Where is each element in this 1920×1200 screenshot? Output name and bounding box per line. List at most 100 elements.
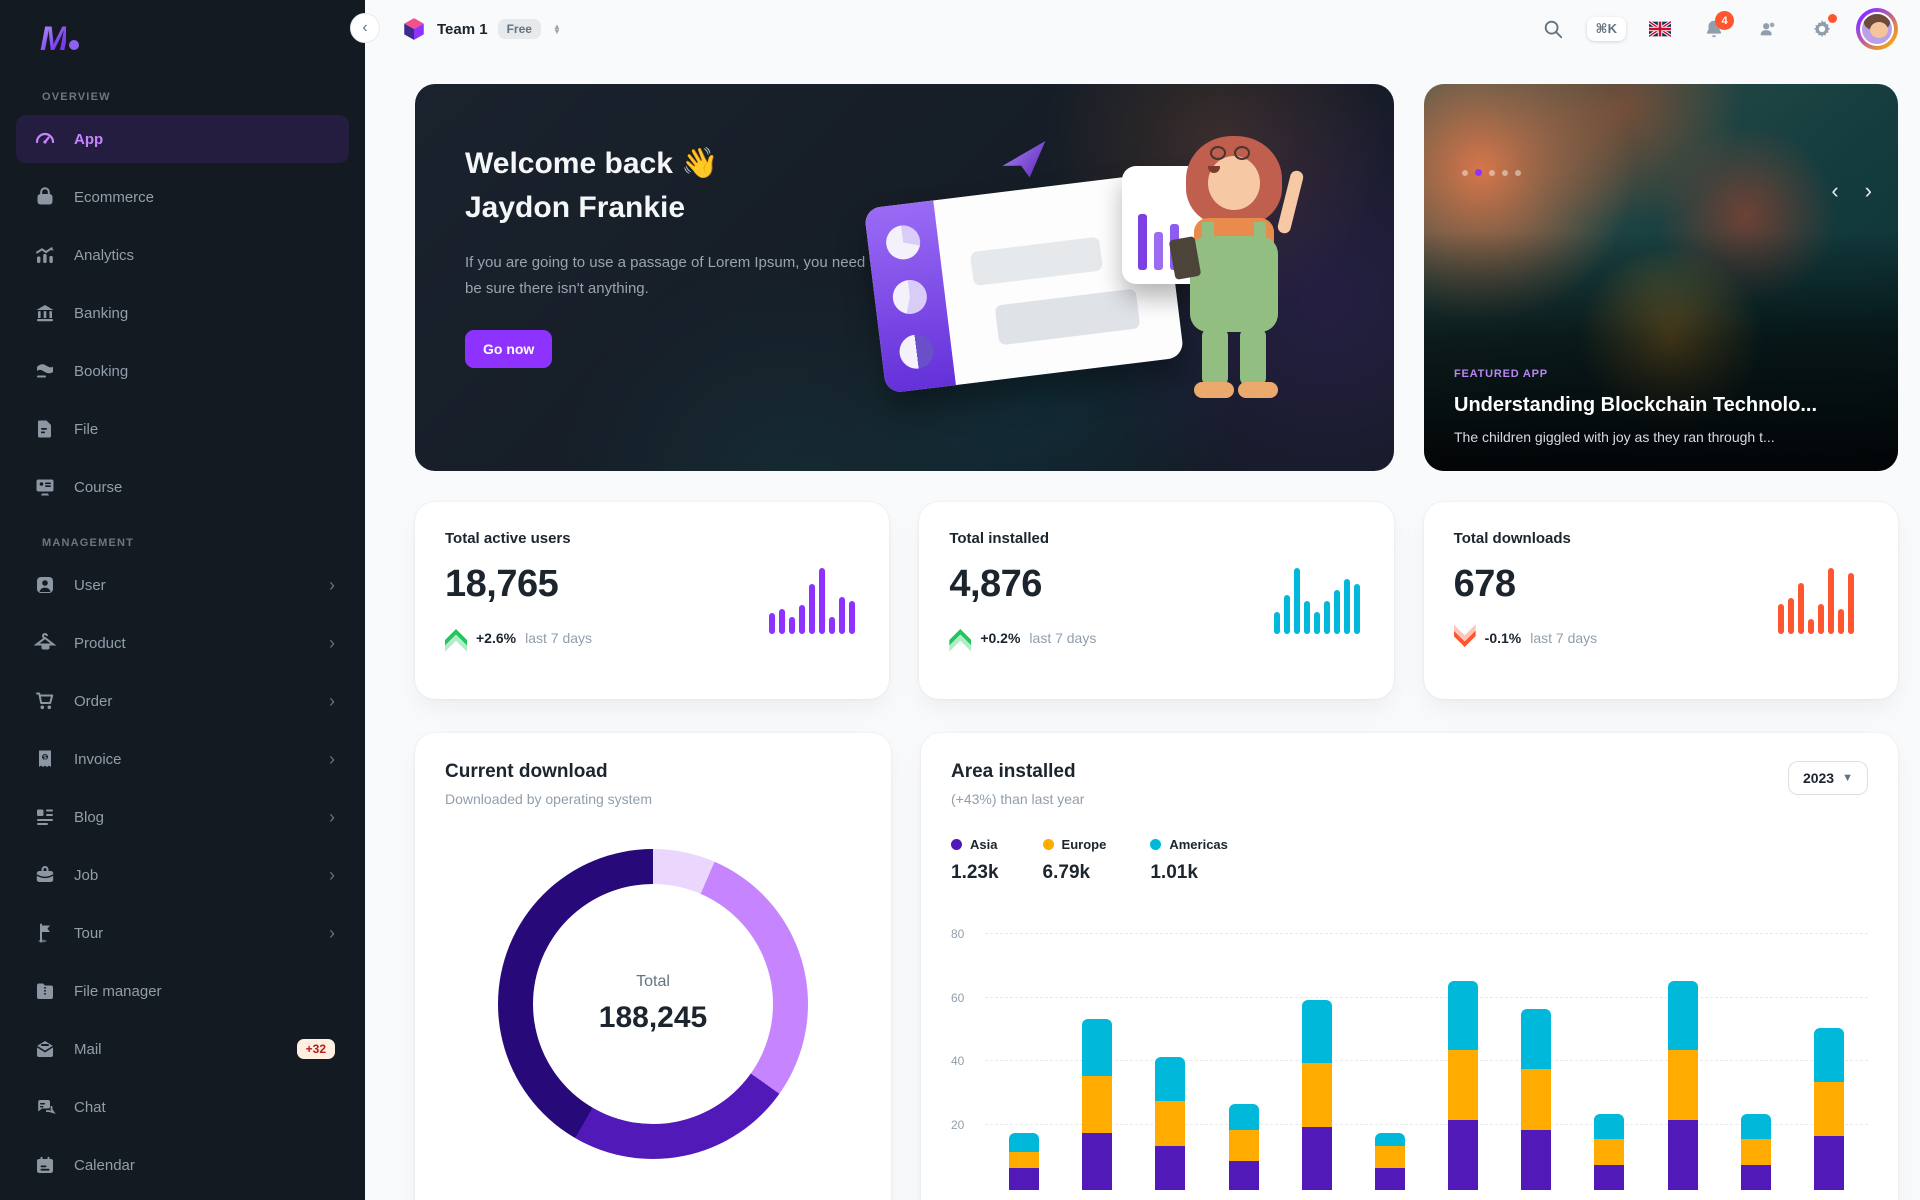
- legend-label: Europe: [1061, 837, 1107, 852]
- chevron-right-icon: ›: [329, 807, 335, 827]
- stacked-bar[interactable]: [1667, 980, 1698, 1190]
- sidebar-item-ecommerce[interactable]: Ecommerce: [16, 173, 349, 221]
- stacked-bar[interactable]: [1813, 1028, 1844, 1190]
- sidebar-item-invoice[interactable]: $ Invoice ›: [16, 735, 349, 783]
- sidebar-item-banking[interactable]: Banking: [16, 289, 349, 337]
- carousel-next-button[interactable]: ›: [1864, 178, 1872, 203]
- sidebar-item-blog[interactable]: Blog ›: [16, 793, 349, 841]
- sidebar-item-course[interactable]: Course: [16, 463, 349, 511]
- nav-section-label: MANAGEMENT: [42, 537, 135, 549]
- sidebar-item-label: File manager: [74, 982, 162, 1000]
- sparkline-chart: [1778, 564, 1864, 634]
- svg-text:$: $: [43, 754, 47, 761]
- carousel-dots[interactable]: [1462, 169, 1521, 176]
- legend-total: 6.79k: [1042, 862, 1091, 883]
- stacked-bar[interactable]: [1374, 1132, 1405, 1190]
- stacked-bar[interactable]: [1740, 1113, 1771, 1190]
- card-subtitle: (+43%) than last year: [951, 791, 1085, 807]
- sidebar-item-job[interactable]: Job ›: [16, 851, 349, 899]
- sidebar-item-app[interactable]: App: [16, 115, 349, 163]
- featured-app-title[interactable]: Understanding Blockchain Technolo...: [1454, 394, 1817, 416]
- contacts-button[interactable]: [1748, 9, 1788, 49]
- plan-badge: Free: [497, 19, 541, 39]
- sidebar-item-label: Invoice: [74, 750, 122, 768]
- featured-app-tag: FEATURED APP: [1454, 368, 1548, 380]
- sidebar-collapse-button[interactable]: ‹: [350, 13, 380, 43]
- logo-mark: M: [40, 20, 68, 58]
- search-icon: [1544, 20, 1562, 39]
- search-button[interactable]: [1533, 9, 1573, 49]
- sparkline-chart: [769, 564, 856, 634]
- settings-button[interactable]: [1802, 9, 1842, 49]
- carousel-dot[interactable]: [1502, 169, 1508, 176]
- banner-body: If you are going to use a passage of Lor…: [465, 254, 882, 297]
- stacked-bar[interactable]: [1448, 980, 1479, 1190]
- blog-icon: [32, 804, 58, 830]
- sidebar-item-label: App: [74, 130, 104, 148]
- sidebar-item-label: Job: [74, 866, 99, 884]
- sidebar-item-order[interactable]: Order ›: [16, 677, 349, 725]
- carousel-prev-button[interactable]: ‹: [1831, 178, 1839, 203]
- carousel-dot[interactable]: [1515, 169, 1521, 176]
- language-button[interactable]: [1640, 9, 1680, 49]
- legend-item-americas[interactable]: Americas 1.01k: [1150, 837, 1228, 884]
- stacked-bar[interactable]: [1228, 1104, 1259, 1190]
- calendar-icon: [32, 1152, 58, 1178]
- y-axis-tick: 60: [951, 990, 965, 1005]
- legend-label: Americas: [1169, 837, 1228, 852]
- notifications-button[interactable]: 4: [1694, 9, 1734, 49]
- stacked-bar[interactable]: [1521, 1009, 1552, 1190]
- sidebar-item-product[interactable]: Product ›: [16, 619, 349, 667]
- account-avatar[interactable]: [1856, 8, 1898, 50]
- sidebar-nav: OVERVIEW App Ecommerce Analytics Banking Book…: [0, 91, 365, 1189]
- year-select[interactable]: 2023 ▼: [1787, 761, 1868, 795]
- y-axis-tick: 20: [951, 1117, 965, 1132]
- sidebar-item-chat[interactable]: Chat: [16, 1083, 349, 1131]
- workspace-switcher[interactable]: Team 1 Free ▲ ▼: [401, 16, 561, 42]
- sidebar-item-label: Calendar: [74, 1156, 135, 1174]
- mail-count-badge: +32: [296, 1039, 335, 1059]
- donut-center-total: 188,245: [598, 1001, 708, 1034]
- stacked-bar-chart: 20 40 60 80: [951, 910, 1868, 1190]
- sidebar-item-mail[interactable]: Mail +32: [16, 1025, 349, 1073]
- keyboard-shortcut-chip[interactable]: ⌘K: [1586, 17, 1626, 41]
- file-icon: [32, 416, 58, 442]
- stat-card-total-active-users: Total active users 18,765 +2.6% last 7 da…: [415, 502, 890, 699]
- chart-legend: Asia 1.23k Europe 6.79k Americas 1.01k: [951, 837, 1868, 884]
- top-bar-actions: ⌘K 4: [1533, 8, 1898, 50]
- nav-section-label: OVERVIEW: [42, 91, 111, 103]
- sidebar-item-analytics[interactable]: Analytics: [16, 231, 349, 279]
- carousel-dot[interactable]: [1489, 169, 1495, 176]
- sidebar-item-booking[interactable]: Booking: [16, 347, 349, 395]
- current-download-card: Current download Downloaded by operating…: [415, 733, 891, 1200]
- sidebar-item-user[interactable]: User ›: [16, 561, 349, 609]
- sidebar-item-file[interactable]: File: [16, 405, 349, 453]
- legend-dot-icon: [951, 839, 962, 850]
- chevron-down-icon: ▼: [1842, 772, 1853, 784]
- uk-flag-icon: [1649, 20, 1671, 38]
- stacked-bar[interactable]: [1009, 1132, 1039, 1190]
- y-axis-tick: 40: [951, 1054, 965, 1068]
- stacked-bar[interactable]: [1301, 999, 1332, 1190]
- stacked-bar[interactable]: [1155, 1056, 1186, 1190]
- carousel-dot[interactable]: [1462, 169, 1468, 176]
- sidebar-item-tour[interactable]: Tour ›: [16, 909, 349, 957]
- main-area: ‹ Team 1 Free ▲ ▼ ⌘K: [350, 0, 1920, 1200]
- stacked-bar[interactable]: [1082, 1018, 1113, 1190]
- go-now-button[interactable]: Go now: [465, 330, 553, 368]
- team-logo-icon: [401, 16, 427, 42]
- featured-app-description: The children giggled with joy as they ra…: [1454, 429, 1775, 445]
- card-subtitle: Downloaded by operating system: [445, 791, 653, 807]
- sidebar-item-calendar[interactable]: Calendar: [16, 1141, 349, 1189]
- carousel-dot[interactable]: [1475, 169, 1482, 176]
- dashboard-content: Welcome back 👋 Jaydon Frankie If you are…: [365, 58, 1920, 1200]
- stacked-bar[interactable]: [1594, 1113, 1625, 1190]
- chevron-right-icon: ›: [329, 633, 335, 653]
- sidebar-item-label: User: [74, 576, 106, 594]
- legend-item-asia[interactable]: Asia 1.23k: [951, 837, 999, 884]
- sidebar-item-label: Course: [74, 478, 123, 496]
- featured-app-card[interactable]: ‹ › FEATURED APP Understanding Blockchai…: [1424, 84, 1898, 471]
- app-logo[interactable]: M: [0, 0, 365, 65]
- legend-item-europe[interactable]: Europe 6.79k: [1042, 837, 1107, 884]
- sidebar-item-file-manager[interactable]: File manager: [16, 967, 349, 1015]
